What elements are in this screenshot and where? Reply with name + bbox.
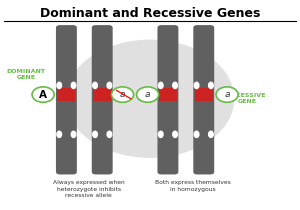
- FancyBboxPatch shape: [56, 25, 77, 175]
- Text: a: a: [145, 90, 150, 99]
- Ellipse shape: [158, 82, 163, 89]
- Ellipse shape: [158, 131, 163, 138]
- Ellipse shape: [208, 131, 213, 138]
- FancyBboxPatch shape: [193, 25, 214, 175]
- Ellipse shape: [71, 82, 76, 89]
- Ellipse shape: [57, 82, 61, 89]
- FancyBboxPatch shape: [158, 25, 178, 175]
- Text: Both express themselves
in homozygous: Both express themselves in homozygous: [155, 180, 231, 192]
- FancyBboxPatch shape: [159, 88, 177, 101]
- Text: DOMINANT
GENE: DOMINANT GENE: [7, 69, 46, 80]
- Ellipse shape: [194, 131, 199, 138]
- Text: a: a: [224, 90, 230, 99]
- Circle shape: [32, 87, 54, 102]
- FancyBboxPatch shape: [57, 88, 75, 101]
- Text: a: a: [120, 90, 125, 99]
- Ellipse shape: [194, 82, 199, 89]
- Text: A: A: [39, 90, 47, 100]
- Ellipse shape: [93, 82, 98, 89]
- Text: Dominant and Recessive Genes: Dominant and Recessive Genes: [40, 7, 260, 20]
- Ellipse shape: [173, 82, 177, 89]
- Ellipse shape: [173, 131, 177, 138]
- Circle shape: [216, 87, 238, 102]
- Text: Always expressed when
heterozygote inhibits
recessive allele: Always expressed when heterozygote inhib…: [53, 180, 125, 198]
- Ellipse shape: [57, 131, 61, 138]
- Circle shape: [66, 40, 234, 157]
- Ellipse shape: [71, 131, 76, 138]
- Ellipse shape: [107, 131, 112, 138]
- Text: RECESSIVE
GENE: RECESSIVE GENE: [228, 93, 266, 104]
- Ellipse shape: [208, 82, 213, 89]
- FancyBboxPatch shape: [93, 88, 111, 101]
- FancyBboxPatch shape: [195, 88, 213, 101]
- Circle shape: [112, 87, 134, 102]
- Ellipse shape: [107, 82, 112, 89]
- Ellipse shape: [93, 131, 98, 138]
- Circle shape: [136, 87, 159, 102]
- FancyBboxPatch shape: [92, 25, 113, 175]
